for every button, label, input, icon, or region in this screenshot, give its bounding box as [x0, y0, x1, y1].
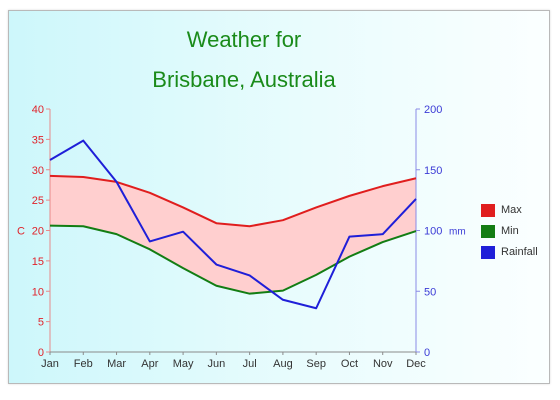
legend-swatch-min: [481, 224, 495, 238]
x-axis-tick-label: Oct: [341, 358, 358, 370]
left-axis-tick-label: 10: [32, 286, 44, 298]
left-axis-tick-label: 40: [32, 104, 44, 116]
legend-label-rainfall: Rainfall: [501, 246, 538, 258]
legend-item-min: Min: [481, 223, 519, 239]
x-axis-tick-label: Apr: [141, 358, 158, 370]
legend-swatch-rainfall: [481, 245, 495, 259]
left-axis-tick-label: 30: [32, 165, 44, 177]
left-axis-tick-label: 5: [38, 317, 44, 329]
right-axis-tick-label: 50: [424, 286, 436, 298]
left-axis-tick-label: 25: [32, 195, 44, 207]
x-axis-tick-label: May: [173, 358, 194, 370]
weather-chart: 0 5 10 15 20 25 30 35 40 C 0 50 100 150 200 mm Jan Feb Mar…: [17, 104, 466, 370]
legend-swatch-max: [481, 203, 495, 217]
x-axis-tick-label: Jan: [41, 358, 59, 370]
series-line-rainfall: [49, 139, 417, 310]
x-axis-tick-label: Aug: [273, 358, 293, 370]
legend-label-max: Max: [501, 204, 522, 216]
chart-frame: Weather for Brisbane, Australia 0 5 10 15 20…: [8, 10, 550, 384]
x-axis-tick-label: Jul: [243, 358, 257, 370]
series-line-max: [49, 174, 417, 228]
x-axis-tick-label: Jun: [207, 358, 225, 370]
legend-item-max: Max: [481, 202, 522, 218]
legend-label-min: Min: [501, 225, 519, 237]
x-axis-tick-label: Nov: [373, 358, 393, 370]
left-axis-tick-label: 20: [32, 226, 44, 238]
x-axis-tick-label: Mar: [107, 358, 126, 370]
left-axis-tick-label: 35: [32, 134, 44, 146]
right-axis-tick-label: 200: [424, 104, 442, 116]
x-axis-tick-label: Sep: [306, 358, 326, 370]
left-axis-tick-label: 15: [32, 256, 44, 268]
right-axis-tick-label: 150: [424, 165, 442, 177]
x-axis-tick-label: Dec: [406, 358, 426, 370]
x-axis-tick-label: Feb: [74, 358, 93, 370]
right-axis-tick-label: 0: [424, 347, 430, 359]
series-line-min: [49, 224, 417, 295]
right-axis-label: mm: [449, 227, 466, 238]
right-axis-tick-label: 100: [424, 226, 442, 238]
chart-title-line-1: Weather for: [186, 27, 302, 52]
legend-item-rainfall: Rainfall: [481, 244, 538, 260]
chart-title-line-2: Brisbane, Australia: [152, 67, 336, 92]
left-axis-label: C: [17, 226, 25, 238]
left-axis-tick-label: 0: [38, 347, 44, 359]
